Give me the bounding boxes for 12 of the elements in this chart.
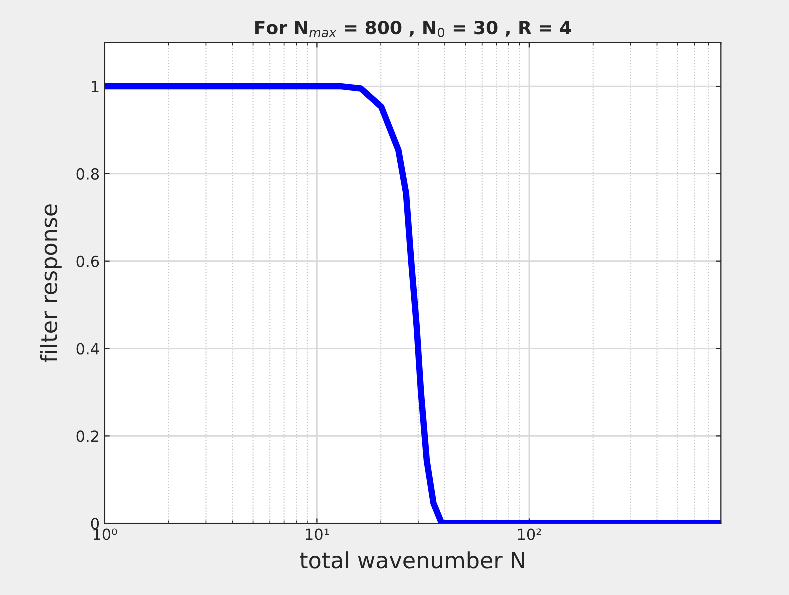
x-tick-label: 10¹ — [306, 528, 330, 540]
y-tick-label: 0.8 — [76, 168, 100, 180]
x-axis-title: total wavenumber N — [300, 552, 524, 569]
x-tick-label: 10⁰ — [94, 528, 118, 540]
y-tick-label: 0.2 — [76, 430, 99, 442]
y-tick-label: 0.4 — [76, 343, 100, 355]
chart-title: For N$_{max}$ = 800 , N$_{0}$ = 30 , R = 4 — [256, 20, 572, 38]
y-tick-label: 0.6 — [76, 256, 100, 268]
y-axis-title: filter response — [40, 204, 62, 363]
y-tick-label: 0 — [91, 518, 100, 530]
y-tick-label: 1 — [92, 81, 99, 92]
x-tick-label: 10² — [518, 528, 542, 540]
